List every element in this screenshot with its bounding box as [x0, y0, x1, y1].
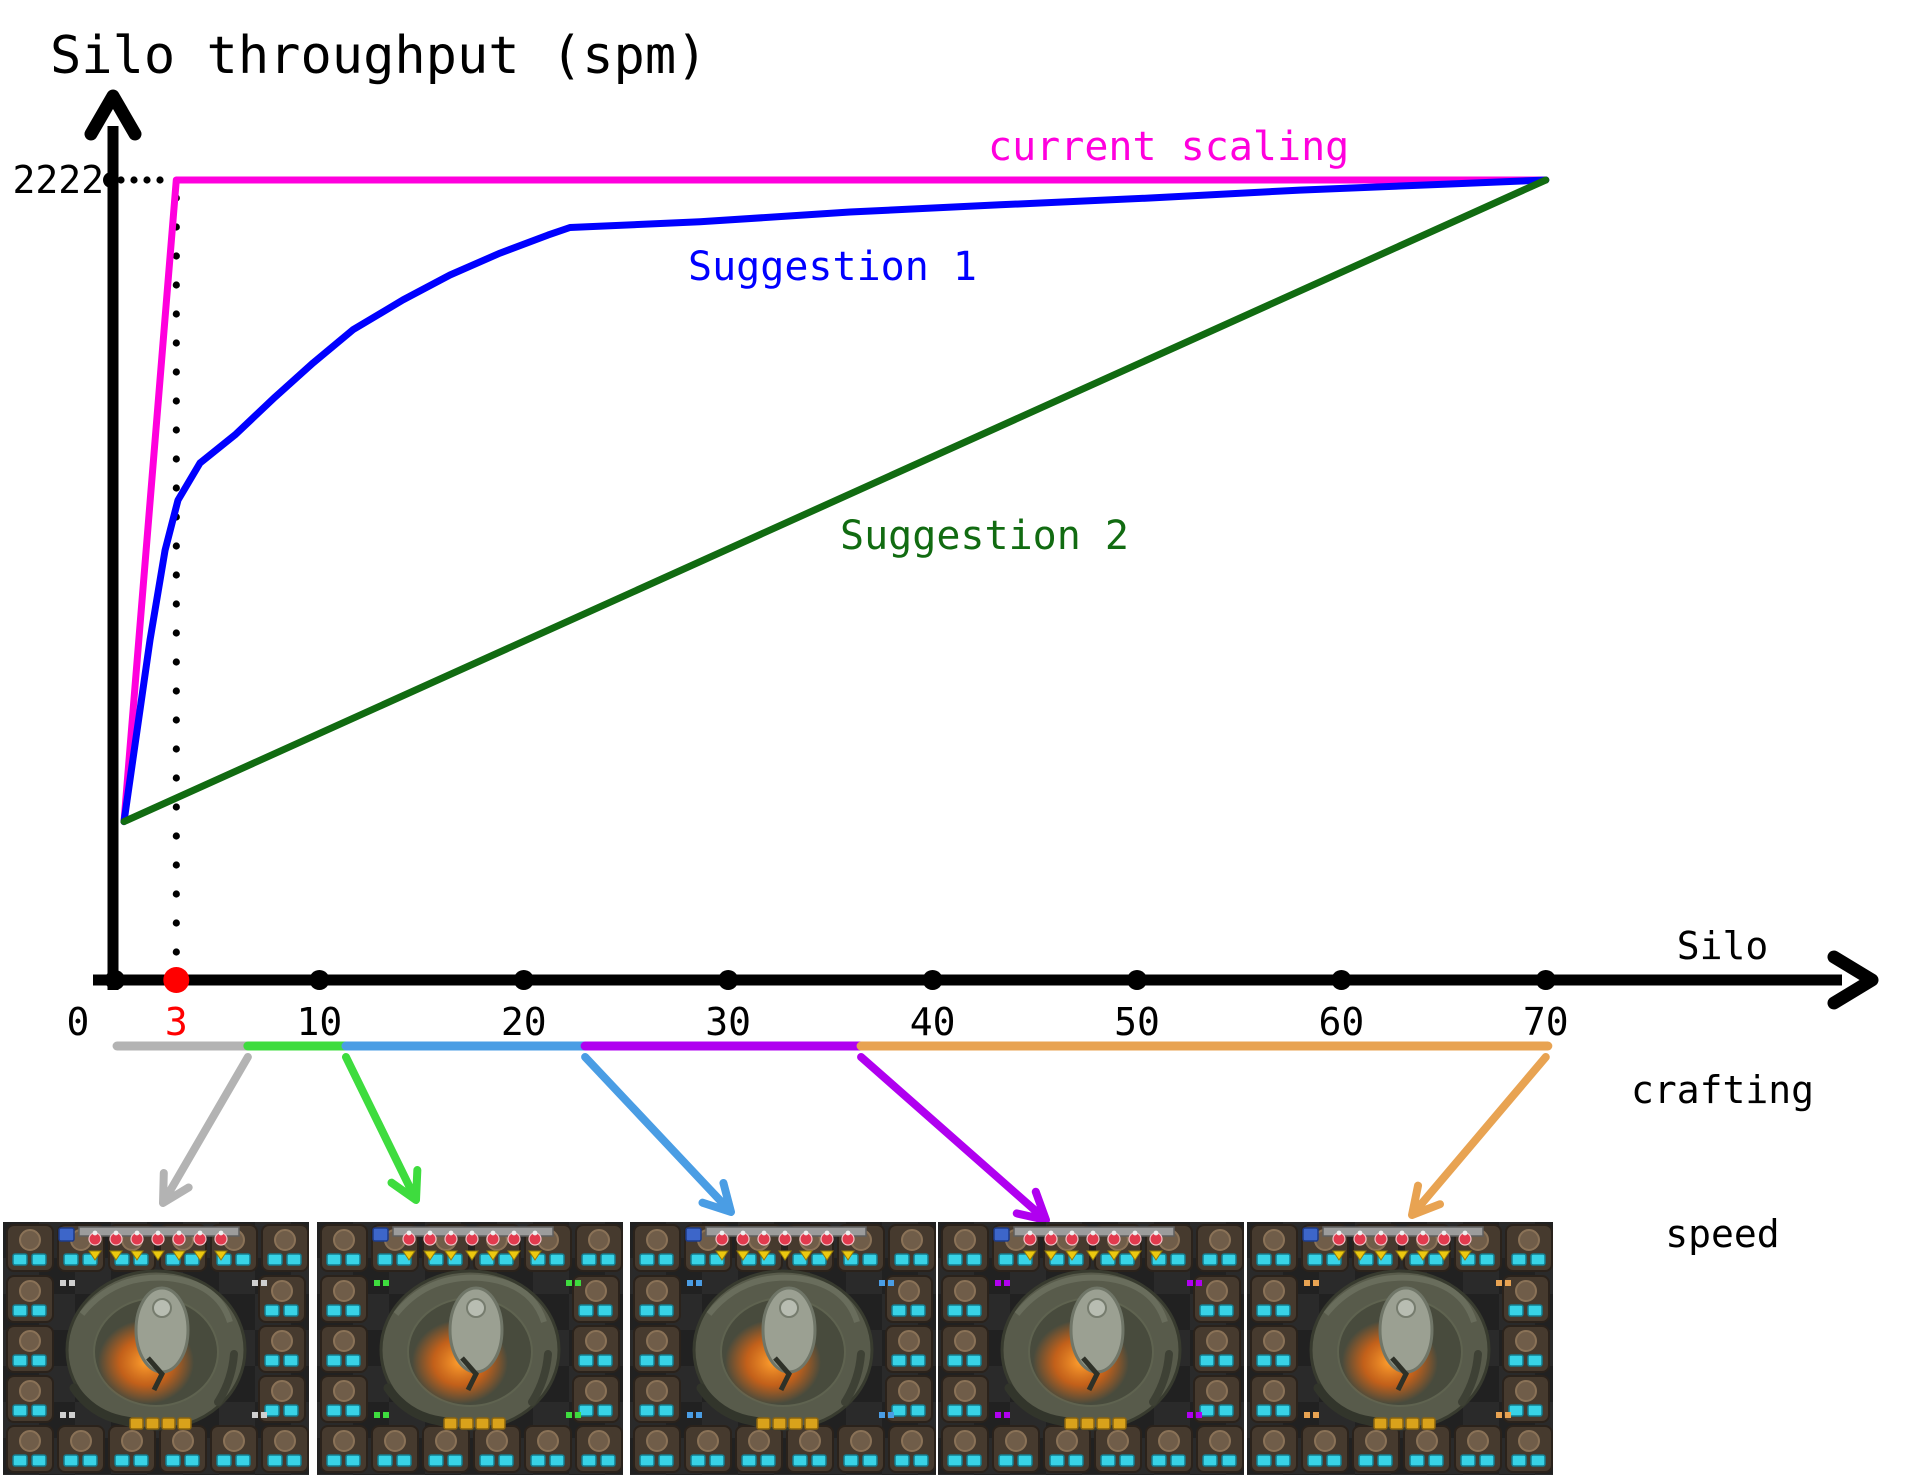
x-tick-label-60: 60: [1318, 1000, 1365, 1044]
y-axis-arrowhead: [84, 89, 142, 141]
dotted-guide-v-dot: [172, 861, 180, 869]
y-max-axis-dot: [103, 172, 119, 188]
rocket-silo: [692, 1269, 874, 1431]
legend-current-scaling: current scaling: [988, 124, 1350, 170]
x-tick-dot-40: [922, 970, 943, 990]
x-tick-label-10: 10: [296, 1000, 343, 1044]
segment-arrows: [159, 1053, 1550, 1224]
axis-ticks: [105, 967, 1556, 993]
x-tick-label-3: 3: [164, 1000, 188, 1044]
dotted-guide-v-dot: [172, 745, 180, 753]
x-tick-label-30: 30: [705, 1000, 752, 1044]
dotted-guide-v-dot: [172, 687, 180, 695]
inserter-row: [1302, 1226, 1484, 1261]
silo-screenshot-image: [938, 1222, 1244, 1475]
silo-screenshot-4: [938, 1222, 1244, 1475]
x-axis-title-line-1: Silo: [1676, 924, 1769, 968]
dotted-guide-v-dot: [172, 281, 180, 289]
dotted-guide-v-dot: [172, 716, 180, 724]
inserter-row: [372, 1226, 554, 1261]
silo-screenshot-image: [3, 1222, 309, 1475]
dotted-guide-v-dot: [172, 803, 180, 811]
x-tick-label-20: 20: [500, 1000, 547, 1044]
pointer-arrow-4: [1408, 1053, 1550, 1219]
x-tick-dot-60: [1331, 970, 1352, 990]
dotted-guide-h-dot: [117, 176, 125, 184]
pointer-arrow-1: [341, 1053, 422, 1204]
dotted-guide-v-dot: [172, 455, 180, 463]
silo-screenshot-image: [317, 1222, 623, 1475]
inserter-row: [993, 1226, 1175, 1261]
x-axis-title-line-3: speed: [1665, 1212, 1780, 1256]
rocket-silo: [1000, 1269, 1182, 1431]
dotted-guide-h-dot: [143, 176, 151, 184]
x-tick-dot-20: [513, 970, 534, 990]
series-line-current-scaling: [120, 176, 1550, 826]
dotted-guide-v-dot: [172, 310, 180, 318]
series-line-suggestion-1: [120, 176, 1550, 826]
dotted-guide-v-dot: [172, 571, 180, 579]
legend-suggestion-2: Suggestion 2: [840, 513, 1129, 559]
dotted-guide-v-dot: [172, 397, 180, 405]
y-axis: [84, 89, 142, 990]
silo-screenshot-3: [630, 1222, 936, 1475]
inserter-row: [685, 1226, 867, 1261]
pointer-arrow-0: [159, 1053, 252, 1207]
x-tick-label-50: 50: [1114, 1000, 1160, 1044]
rocket-silo: [1309, 1269, 1491, 1431]
dotted-guide-v-dot: [172, 339, 180, 347]
x-tick-dot-10: [309, 970, 330, 990]
silo-screenshot-2: [317, 1222, 623, 1475]
x-axis-arrowhead: [1827, 950, 1879, 1010]
dotted-guide-v-dot: [172, 774, 180, 782]
x-axis-title-line-2: crafting: [1630, 1068, 1815, 1112]
rocket-silo: [379, 1269, 561, 1431]
silo-screenshot-5: [1247, 1222, 1553, 1475]
x-tick-label-0: 0: [66, 1000, 90, 1044]
x-tick-dot-50: [1127, 970, 1147, 990]
chart-title: Silo throughput (spm): [50, 26, 708, 86]
dotted-guide-v-dot: [172, 658, 180, 666]
legend-suggestion-1: Suggestion 1: [688, 244, 977, 290]
dotted-guide-v-dot: [172, 252, 180, 260]
series-line-suggestion-2: [120, 176, 1550, 826]
x-tick-dot-70: [1535, 970, 1556, 990]
rocket-silo: [65, 1269, 247, 1431]
pointer-arrow-2: [581, 1053, 735, 1216]
x-tick-label-40: 40: [909, 1000, 956, 1044]
dotted-guide-v-dot: [172, 832, 180, 840]
dotted-guide-h-dot: [130, 176, 138, 184]
silo-screenshot-image: [1247, 1222, 1553, 1475]
silo-screenshot-1: [3, 1222, 309, 1475]
silo-screenshot-image: [630, 1222, 936, 1475]
x-tick-dot-0: [105, 970, 125, 990]
dotted-guide-v-dot: [172, 484, 180, 492]
y-max-value-label: 2222: [12, 158, 104, 202]
x-tick-dot-30: [718, 970, 739, 990]
dotted-guide-v-dot: [172, 542, 180, 550]
inserter-row: [58, 1226, 240, 1261]
dotted-guide-v-dot: [172, 919, 180, 927]
series-curves: [120, 176, 1550, 826]
dotted-guide-v-dot: [172, 948, 180, 956]
dotted-guide-v-dot: [172, 426, 180, 434]
dotted-guide-v-dot: [172, 600, 180, 608]
x-tick-label-70: 70: [1522, 1000, 1569, 1044]
dotted-guide-v-dot: [172, 368, 180, 376]
x-axis-title: Silo crafting speed: [1570, 826, 1875, 1354]
dotted-guide-v-dot: [172, 890, 180, 898]
dotted-guide-v-dot: [172, 629, 180, 637]
dotted-guide-h-dot: [156, 176, 164, 184]
pointer-arrow-3: [857, 1053, 1050, 1224]
x-tick-dot-3: [163, 967, 190, 993]
